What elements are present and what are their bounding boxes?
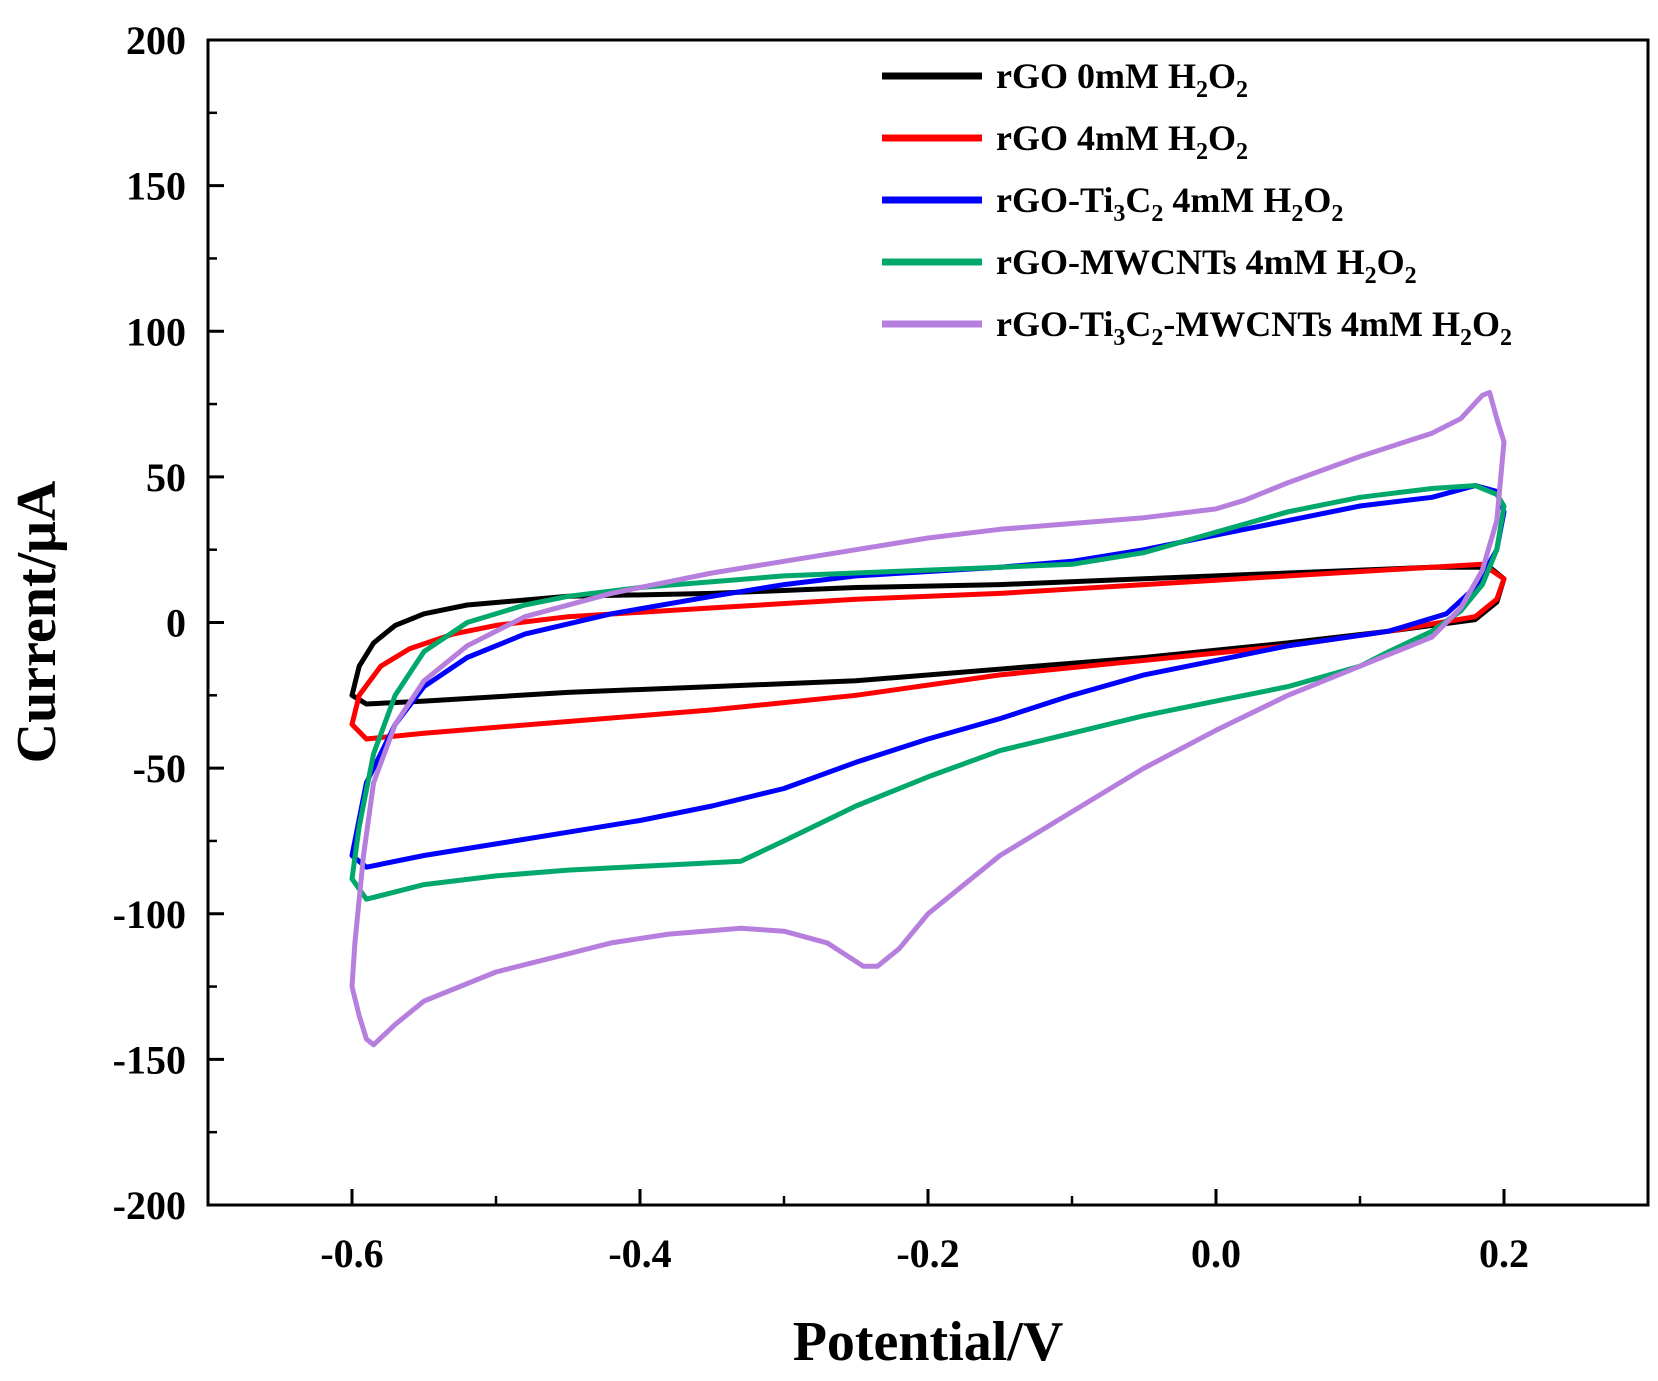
axis-tick-labels: -0.6 -0.4 -0.2 0.0 0.2 200 150 100 50 0 -50 -100 -15…: [113, 18, 1529, 1276]
x-tick-label: 0.2: [1479, 1231, 1529, 1276]
x-axis-title: Potential/V: [793, 1311, 1064, 1373]
y-tick-label: -200: [113, 1183, 186, 1228]
y-axis-title: Current/μA: [6, 480, 68, 763]
legend-label-1: rGO 0mM H2O2: [996, 56, 1248, 103]
axis-ticks: [206, 38, 1650, 1207]
series-curve-5: [349, 389, 1507, 1048]
y-tick-label: 0: [166, 601, 186, 646]
legend-label-4: rGO-MWCNTs 4mM H2O2: [996, 242, 1417, 289]
data-series: [349, 389, 1507, 1048]
x-tick-label: -0.6: [320, 1231, 383, 1276]
y-tick-label: 200: [126, 18, 186, 63]
y-tick-label: 150: [126, 164, 186, 209]
x-tick-label: -0.2: [896, 1231, 959, 1276]
legend-label-3: rGO-Ti3C2 4mM H2O2: [996, 180, 1343, 227]
legend: rGO 0mM H2O2 rGO 4mM H2O2 rGO-Ti3C2 4mM H2…: [882, 56, 1512, 351]
x-tick-label: 0.0: [1191, 1231, 1241, 1276]
series-curve-2: [349, 561, 1507, 742]
series-curve-4: [349, 483, 1507, 902]
x-tick-label: -0.4: [608, 1231, 671, 1276]
y-tick-label: 50: [146, 455, 186, 500]
y-tick-label: -50: [133, 746, 186, 791]
legend-label-5: rGO-Ti3C2-MWCNTs 4mM H2O2: [996, 304, 1512, 351]
legend-label-2: rGO 4mM H2O2: [996, 118, 1248, 165]
y-tick-label: -100: [113, 892, 186, 937]
y-tick-label: -150: [113, 1037, 186, 1082]
y-tick-label: 100: [126, 309, 186, 354]
